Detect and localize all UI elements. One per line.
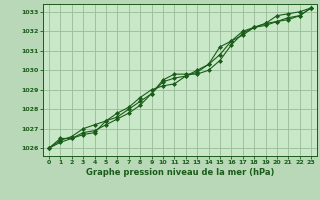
X-axis label: Graphe pression niveau de la mer (hPa): Graphe pression niveau de la mer (hPa) xyxy=(86,168,274,177)
